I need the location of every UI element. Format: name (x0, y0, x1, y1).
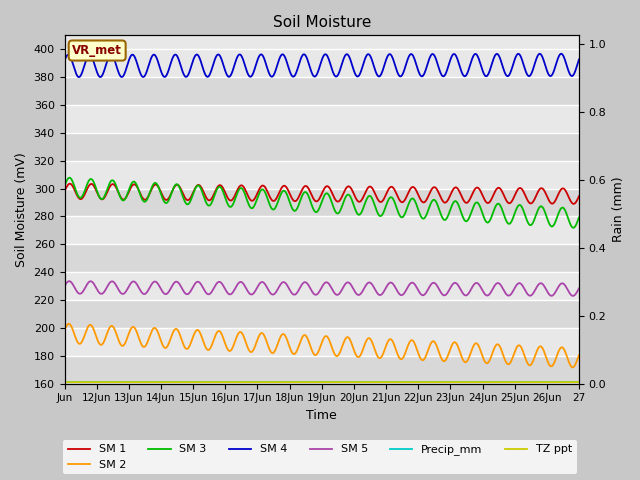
SM 5 (575, 286, 583, 291)
Precip_mm (466, 379, 474, 385)
Bar (65, 356, 579, 384)
Precip_mm (560, 379, 568, 385)
SM 2 (298, 336, 305, 342)
SM 5 (466, 288, 474, 294)
TZ ppt (87, 379, 95, 385)
SM 2 (87, 322, 95, 328)
SM 4 (75, 74, 83, 80)
Precip_mm (297, 379, 305, 385)
TZ ppt (575, 379, 583, 385)
TZ ppt (466, 379, 474, 385)
Line: SM 1: SM 1 (65, 184, 579, 204)
SM 3 (61, 183, 68, 189)
SM 4 (466, 63, 474, 69)
Precip_mm (311, 379, 319, 385)
SM 3 (561, 206, 568, 212)
SM 4 (575, 57, 583, 62)
SM 1 (575, 193, 583, 199)
SM 2 (575, 352, 583, 358)
SM 2 (569, 364, 577, 370)
TZ ppt (297, 379, 305, 385)
SM 3 (65, 175, 73, 180)
Line: SM 4: SM 4 (65, 54, 579, 77)
SM 5 (569, 293, 577, 299)
TZ ppt (560, 379, 568, 385)
Bar (65, 244, 579, 272)
Y-axis label: Rain (mm): Rain (mm) (612, 177, 625, 242)
Bar (65, 133, 579, 161)
TZ ppt (560, 379, 568, 385)
Bar (65, 49, 579, 77)
SM 1 (560, 186, 568, 192)
SM 3 (298, 195, 305, 201)
Precip_mm (87, 379, 95, 385)
SM 2 (560, 347, 568, 352)
Bar (65, 161, 579, 189)
SM 4 (87, 53, 95, 59)
SM 2 (65, 321, 73, 327)
Y-axis label: Soil Moisture (mV): Soil Moisture (mV) (15, 152, 28, 267)
SM 5 (560, 281, 568, 287)
TZ ppt (61, 379, 68, 385)
SM 2 (561, 347, 568, 353)
SM 1 (87, 181, 95, 187)
SM 1 (466, 196, 474, 202)
SM 1 (561, 186, 568, 192)
SM 5 (298, 283, 305, 288)
SM 5 (65, 278, 73, 284)
Bar (65, 77, 579, 105)
Bar (65, 189, 579, 216)
SM 4 (557, 51, 565, 57)
SM 4 (561, 56, 568, 61)
SM 5 (561, 282, 568, 288)
SM 3 (466, 213, 474, 219)
SM 2 (466, 352, 474, 358)
SM 5 (311, 292, 319, 298)
SM 1 (298, 189, 305, 194)
X-axis label: Time: Time (307, 409, 337, 422)
SM 3 (87, 176, 95, 182)
SM 3 (575, 215, 583, 220)
SM 1 (66, 181, 74, 187)
Bar (65, 105, 579, 133)
SM 5 (87, 278, 95, 284)
SM 3 (560, 206, 568, 212)
SM 5 (61, 283, 68, 289)
Legend: SM 1, SM 2, SM 3, SM 4, SM 5, Precip_mm, TZ ppt: SM 1, SM 2, SM 3, SM 4, SM 5, Precip_mm,… (63, 440, 577, 474)
Bar (65, 216, 579, 244)
SM 1 (570, 201, 577, 207)
Text: VR_met: VR_met (72, 44, 122, 57)
SM 2 (311, 352, 319, 358)
Precip_mm (560, 379, 568, 385)
Bar (65, 272, 579, 300)
SM 1 (311, 198, 319, 204)
Precip_mm (575, 379, 583, 385)
Bar (65, 328, 579, 356)
Title: Soil Moisture: Soil Moisture (273, 15, 371, 30)
Bar (65, 300, 579, 328)
SM 3 (311, 209, 319, 215)
TZ ppt (311, 379, 319, 385)
Line: SM 5: SM 5 (65, 281, 579, 296)
SM 4 (561, 55, 568, 61)
SM 2 (61, 328, 68, 334)
Line: SM 2: SM 2 (65, 324, 579, 367)
SM 4 (311, 73, 319, 79)
SM 4 (61, 58, 68, 63)
SM 3 (570, 225, 577, 230)
Precip_mm (61, 379, 68, 385)
SM 1 (61, 189, 68, 194)
SM 4 (298, 55, 305, 60)
Line: SM 3: SM 3 (65, 178, 579, 228)
